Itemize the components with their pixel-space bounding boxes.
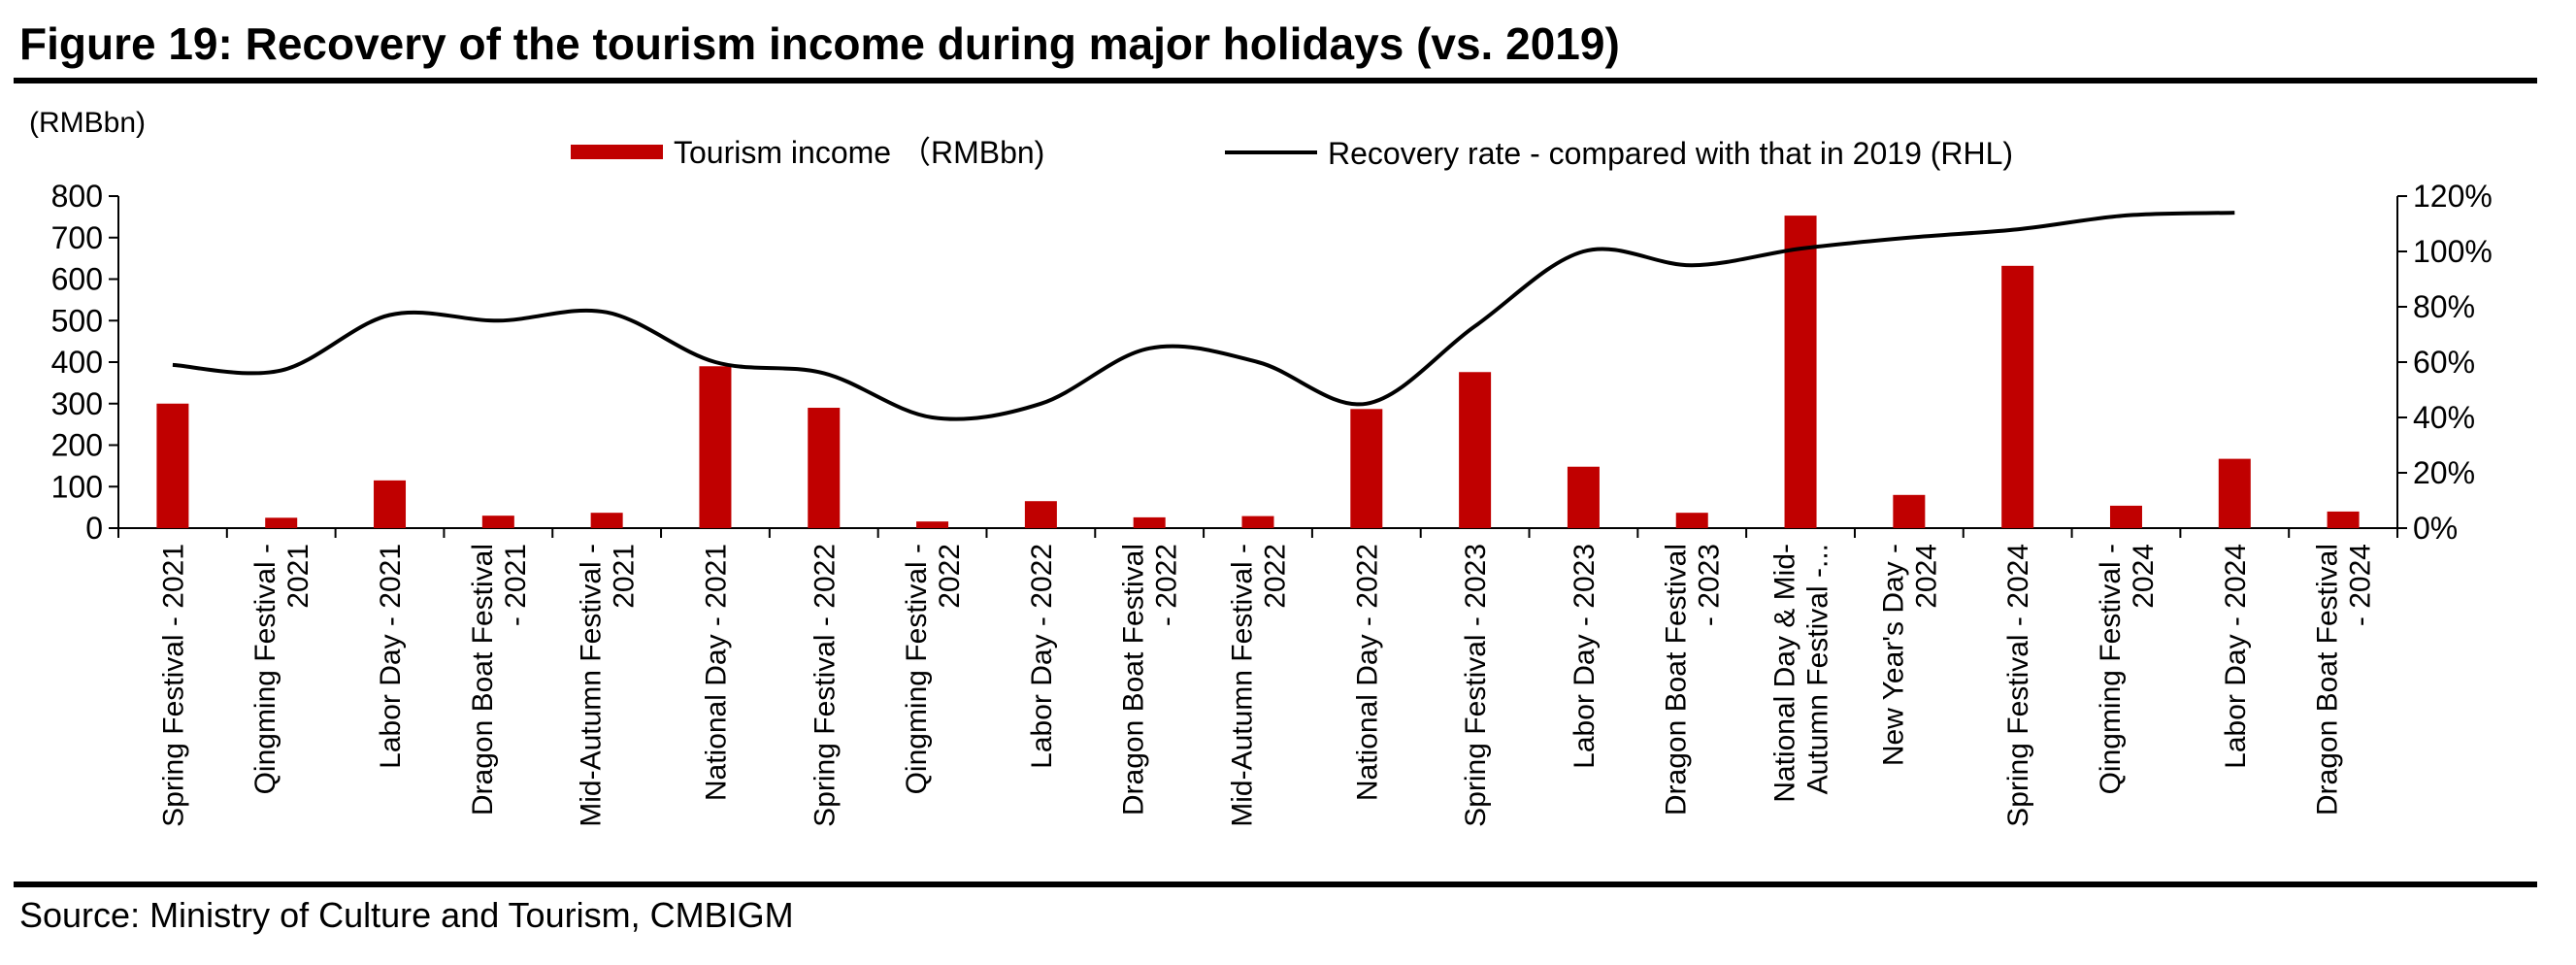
x-tick-label: Labor Day - 2021 xyxy=(375,544,407,769)
x-tick-label: Mid-Autumn Festival -2021 xyxy=(576,544,641,827)
y-right-tick-label: 100% xyxy=(2413,234,2493,269)
x-tick-label: Qingming Festival -2022 xyxy=(901,544,966,794)
x-tick-label: National Day - 2021 xyxy=(701,544,733,801)
bar xyxy=(2001,265,2034,528)
y-right-tick-label: 80% xyxy=(2413,289,2475,324)
y-left-tick-label: 700 xyxy=(51,220,103,255)
bar xyxy=(265,517,298,528)
y-left-tick-label: 800 xyxy=(51,179,103,214)
x-tick-label: Dragon Boat Festival- 2024 xyxy=(2312,544,2377,815)
x-tick-label: Spring Festival - 2022 xyxy=(809,544,841,827)
title-rule xyxy=(14,78,2537,83)
legend-bar-swatch xyxy=(571,145,663,159)
x-tick-label: National Day & Mid-Autumn Festival -... xyxy=(1769,544,1834,803)
x-tick-label: Dragon Boat Festival- 2023 xyxy=(1661,544,1726,815)
y-left-tick-label: 500 xyxy=(51,303,103,338)
bar xyxy=(1893,494,1926,528)
source-note: Source: Ministry of Culture and Tourism,… xyxy=(19,895,794,935)
x-tick-label: New Year's Day -2024 xyxy=(1877,544,1942,766)
x-tick-label: Spring Festival - 2021 xyxy=(157,544,189,827)
x-tick-label: Mid-Autumn Festival -2022 xyxy=(1227,544,1292,827)
y-right-tick-label: 0% xyxy=(2413,511,2458,546)
bar xyxy=(481,516,514,528)
legend: Tourism income （RMBbn) Recovery rate - c… xyxy=(571,135,2013,171)
figure-title: Figure 19: Recovery of the tourism incom… xyxy=(19,18,1620,69)
legend-line-label: Recovery rate - compared with that in 20… xyxy=(1328,136,2013,171)
bar xyxy=(1784,216,1817,528)
y-left-tick-label: 200 xyxy=(51,428,103,463)
y-right-tick-label: 20% xyxy=(2413,455,2475,490)
bar xyxy=(808,408,841,528)
y-right-tick-label: 120% xyxy=(2413,179,2493,214)
x-tick-label: Qingming Festival -2021 xyxy=(249,544,314,794)
x-tick-label: National Day - 2022 xyxy=(1351,544,1383,801)
y-right-tick-label: 60% xyxy=(2413,345,2475,380)
x-tick-label: Spring Festival - 2023 xyxy=(1460,544,1492,827)
bar xyxy=(374,480,407,528)
bar xyxy=(699,366,732,528)
bar xyxy=(1459,372,1492,528)
y-unit-label: (RMBbn) xyxy=(29,107,146,139)
y-right-tick-label: 40% xyxy=(2413,400,2475,435)
x-tick-label: Labor Day - 2024 xyxy=(2220,544,2252,769)
source-rule xyxy=(14,882,2537,887)
x-tick-label: Dragon Boat Festival- 2021 xyxy=(467,544,532,815)
bar xyxy=(1241,516,1274,528)
y-left-tick-label: 100 xyxy=(51,469,103,504)
y-left-tick-label: 0 xyxy=(85,511,103,546)
x-tick-label: Qingming Festival -2024 xyxy=(2095,544,2160,794)
bar xyxy=(1350,409,1383,528)
bar xyxy=(1024,501,1057,528)
x-tick-label: Labor Day - 2023 xyxy=(1569,544,1601,769)
y-left-tick-label: 600 xyxy=(51,262,103,297)
recovery-rate-line xyxy=(172,211,2235,421)
y-left-tick-label: 400 xyxy=(51,345,103,380)
bar xyxy=(916,521,949,528)
bar xyxy=(2327,511,2360,528)
y-left-tick-label: 300 xyxy=(51,386,103,421)
bar xyxy=(156,403,189,528)
bar xyxy=(2218,458,2251,528)
bar xyxy=(1675,513,1708,528)
bar xyxy=(1133,516,1166,528)
x-tick-label: Dragon Boat Festival- 2022 xyxy=(1118,544,1183,815)
legend-bar-label: Tourism income （RMBbn) xyxy=(674,135,1044,170)
bar xyxy=(1567,466,1600,528)
x-tick-label: Labor Day - 2022 xyxy=(1026,544,1058,769)
bar xyxy=(2109,505,2142,528)
bar xyxy=(590,513,623,528)
x-tick-label: Spring Festival - 2024 xyxy=(2002,544,2034,827)
